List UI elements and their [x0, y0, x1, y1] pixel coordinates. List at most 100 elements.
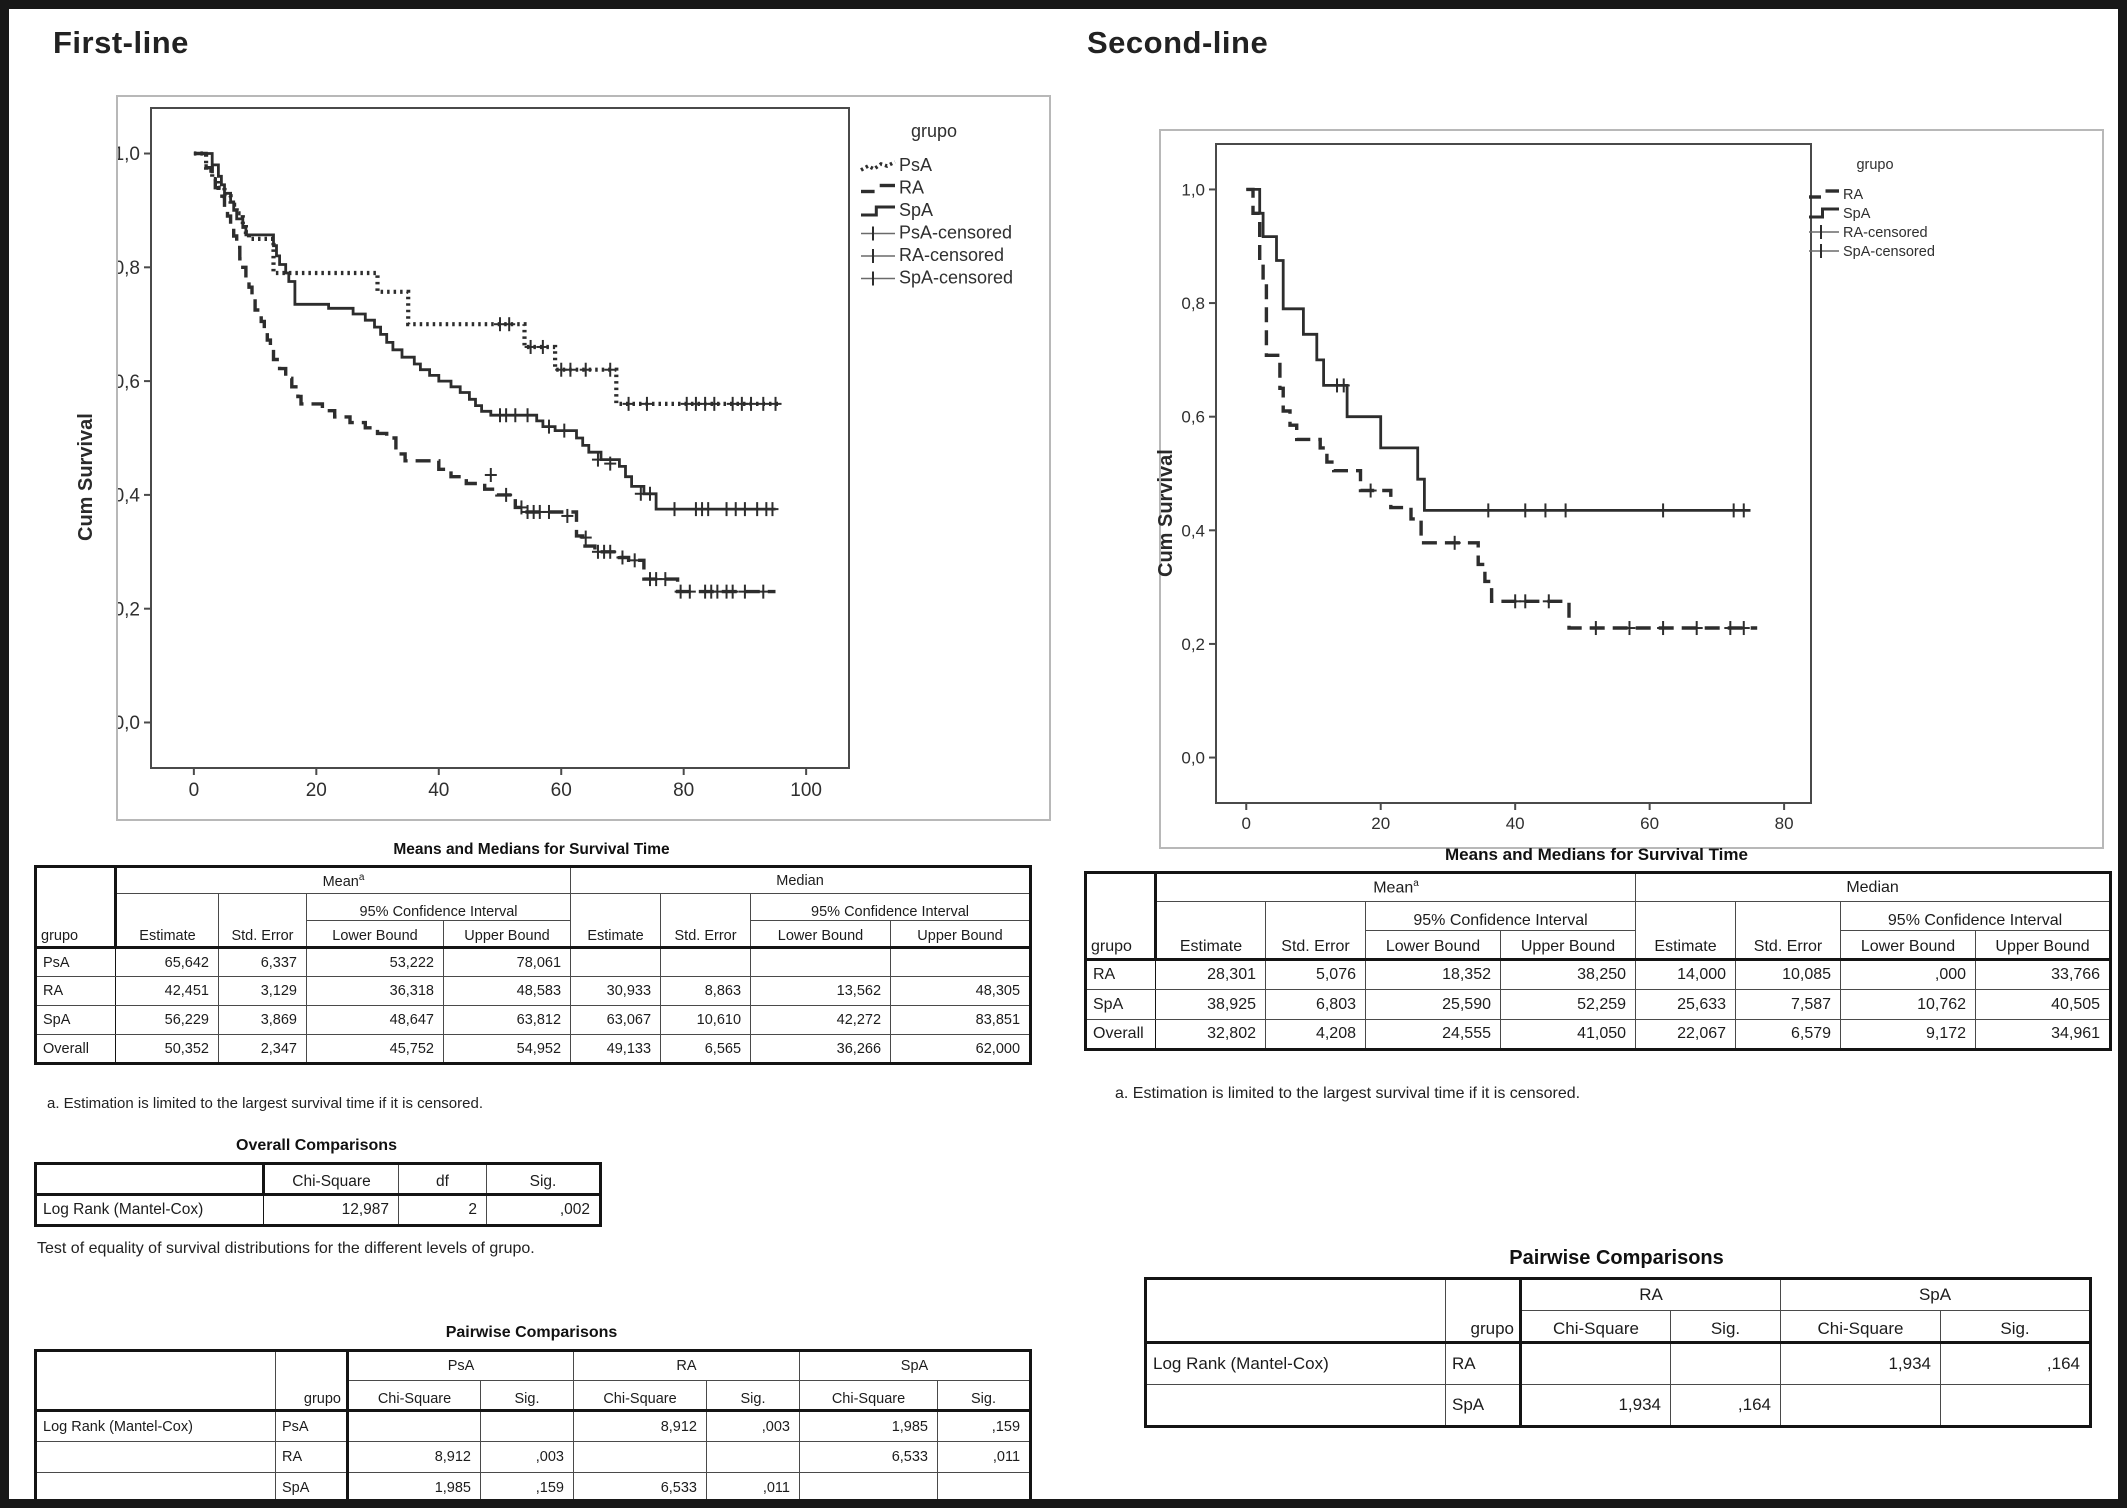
y-tick-label: 0,2	[1181, 635, 1205, 654]
std-error-header: Std. Error	[660, 893, 752, 948]
value-cell: 36,318	[306, 976, 444, 1006]
x-tick-label: 100	[790, 780, 822, 801]
y-axis-label-first-line: Cum Survival	[75, 413, 97, 541]
x-tick-label: 80	[673, 780, 694, 801]
value-cell: 1,985	[799, 1410, 938, 1442]
row-label-cell: Log Rank (Mantel-Cox)	[35, 1410, 276, 1442]
value-cell: ,159	[480, 1472, 574, 1499]
ci-header: 95% Confidence Interval	[305, 893, 572, 921]
value-cell: 3,129	[218, 976, 307, 1006]
value-cell: 30,933	[570, 976, 662, 1006]
value-cell: 18,352	[1365, 959, 1501, 990]
value-cell: 10,085	[1735, 959, 1842, 990]
value-cell: 45,752	[306, 1034, 444, 1064]
value-cell: 48,583	[442, 976, 572, 1006]
column-header: Chi-Square	[1520, 1310, 1671, 1343]
group-header: RA	[1520, 1278, 1781, 1311]
value-cell: ,003	[480, 1441, 574, 1473]
row-label-cell: PsA	[35, 947, 116, 977]
y-tick-label: 0,8	[118, 258, 140, 279]
row-label-cell: RA	[275, 1441, 349, 1473]
table-header-row: Chi-Square Sig. Chi-Square Sig.	[1146, 1310, 2092, 1343]
column-header: Chi-Square	[1780, 1310, 1941, 1343]
km-chart-second-line: 0 20 40 60 80 0,0 0,2 0,4 0,6 0,8 1,0 grupo RA SpA RA-…	[1159, 129, 2104, 849]
median-group-header: Median	[1635, 872, 2112, 902]
value-cell: 32,802	[1155, 1019, 1266, 1050]
mean-label: Mean	[322, 873, 359, 890]
table-row: Log Rank (Mantel-Cox) RA 1,934,164	[1145, 1342, 2092, 1385]
row-label-cell: Log Rank (Mantel-Cox)	[1145, 1342, 1446, 1385]
value-cell	[750, 947, 892, 977]
value-cell: 10,762	[1840, 989, 1977, 1020]
x-tick-label: 60	[1640, 814, 1659, 833]
value-cell: 52,259	[1499, 989, 1637, 1020]
value-cell: 78,061	[442, 947, 572, 977]
table-header-row: Chi-Square Sig. Chi-Square Sig. Chi-Square Si…	[36, 1380, 1032, 1411]
legend-title: grupo	[1856, 157, 1893, 173]
value-cell: 38,925	[1155, 989, 1266, 1020]
y-tick-label: 0,4	[1181, 521, 1205, 540]
x-tick-label: 40	[1506, 814, 1525, 833]
value-cell	[1780, 1384, 1941, 1427]
value-cell: 12,987	[263, 1194, 399, 1226]
column-header: Sig.	[1939, 1310, 2092, 1343]
overall-comparisons-table-wrap: Chi-Square df Sig. Log Rank (Mantel-Cox) 12…	[34, 1162, 602, 1227]
value-cell: ,003	[706, 1410, 800, 1442]
x-tick-label: 60	[551, 780, 572, 801]
table-row: PsA 65,642 6,337 53,222 78,061	[35, 947, 1032, 977]
x-tick-label: 80	[1775, 814, 1794, 833]
ci-header: 95% Confidence Interval	[750, 893, 1032, 921]
estimate-header: Estimate	[1155, 901, 1266, 960]
median-group-header: Median	[570, 866, 1032, 894]
legend-sample-dotted	[860, 160, 896, 172]
value-cell: 33,766	[1975, 959, 2112, 990]
y-tick-label: 0,6	[1181, 408, 1205, 427]
value-cell: 56,229	[115, 1005, 219, 1035]
value-cell	[890, 947, 1032, 977]
overall-comparisons-table: Chi-Square df Sig. Log Rank (Mantel-Cox) 12…	[34, 1162, 602, 1227]
std-error-header: Std. Error	[218, 893, 307, 948]
km-curve-SpA	[193, 152, 776, 511]
table-row: SpA 56,229 3,869 48,647 63,812 63,067 10,610 42…	[35, 1005, 1032, 1035]
right-means-footnote: a. Estimation is limited to the largest …	[1115, 1085, 1581, 1102]
right-means-table-wrap: grupo Meana Median Estimate Std. Error 9…	[1084, 871, 2113, 1051]
y-tick-label: 0,4	[118, 486, 140, 507]
legend-title: grupo	[911, 121, 957, 141]
legend-item-label: RA	[1843, 187, 1863, 203]
row-label-cell: SpA	[1445, 1384, 1522, 1427]
legend-sample-solid	[1809, 207, 1839, 219]
panel-title-first-line: First-line	[53, 25, 189, 60]
value-cell: 36,266	[750, 1034, 892, 1064]
upper-bound-header: Upper Bound	[442, 920, 572, 948]
row-label-cell	[35, 1441, 276, 1473]
overall-comparisons-title: Overall Comparisons	[236, 1137, 397, 1154]
value-cell: 1,934	[1780, 1342, 1941, 1385]
value-cell: 6,579	[1735, 1019, 1842, 1050]
value-cell: 6,803	[1265, 989, 1366, 1020]
table-row: RA 28,301 5,076 18,352 38,250 14,000 10,085,00…	[1085, 959, 2112, 990]
value-cell: 49,133	[570, 1034, 662, 1064]
row-label-cell: RA	[1445, 1342, 1522, 1385]
stub-blank-header	[1145, 1278, 1446, 1343]
legend-item-label: SpA	[1843, 206, 1871, 222]
column-header: Chi-Square	[573, 1380, 707, 1411]
value-cell: 3,869	[218, 1005, 307, 1035]
value-cell: 22,067	[1635, 1019, 1737, 1050]
lower-bound-header: Lower Bound	[750, 920, 892, 948]
estimate-header: Estimate	[115, 893, 219, 948]
left-means-title: Means and Medians for Survival Time	[393, 841, 670, 858]
table-row: SpA 1,934,164	[1145, 1384, 2092, 1427]
y-tick-label: 0,8	[1181, 294, 1205, 313]
value-cell: ,011	[936, 1441, 1032, 1473]
group-header: SpA	[1779, 1278, 2092, 1311]
upper-bound-header: Upper Bound	[890, 920, 1032, 948]
value-cell: 8,863	[660, 976, 752, 1006]
std-error-header: Std. Error	[1265, 901, 1366, 960]
km-curve-RA	[193, 151, 776, 594]
value-cell: 42,272	[750, 1005, 892, 1035]
overall-comparisons-note: Test of equality of survival distributio…	[37, 1240, 535, 1257]
right-means-title: Means and Medians for Survival Time	[1445, 845, 1748, 864]
ci-header: 95% Confidence Interval	[1840, 901, 2112, 931]
mean-group-header: Meana	[1154, 872, 1637, 902]
value-cell: 42,451	[115, 976, 219, 1006]
